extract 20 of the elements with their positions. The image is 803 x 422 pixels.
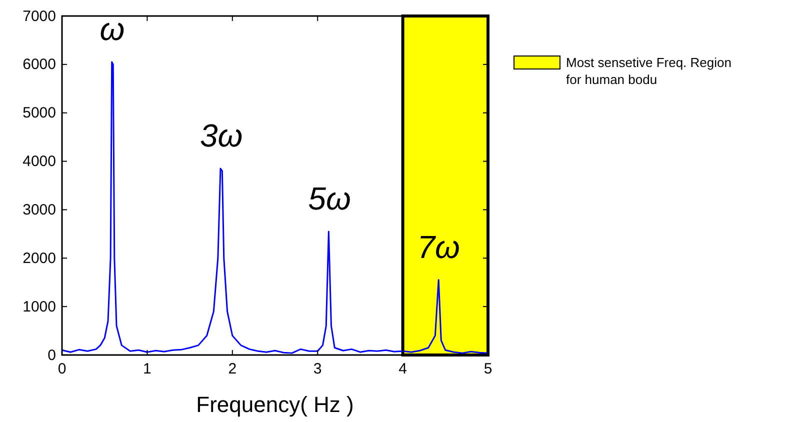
band-label: Most sensetive Freq. Region for human bodu — [566, 55, 732, 87]
y-tick-label: 5000 — [22, 104, 56, 122]
y-tick-label: 0 — [48, 346, 56, 364]
x-tick-label: 1 — [143, 360, 152, 378]
line-series — [61, 61, 489, 354]
y-tick-label: 7000 — [22, 8, 56, 25]
x-tick-label: 5 — [484, 360, 492, 378]
y-tick-label: 2000 — [22, 250, 56, 267]
annotation: ω — [100, 11, 125, 48]
annotation: 5ω — [308, 180, 351, 217]
x-axis-title: Frequency( Hz ) — [196, 392, 354, 417]
annotation: 3ω — [200, 118, 243, 154]
x-tick-label: 2 — [228, 360, 237, 378]
y-tick-label: 3000 — [22, 202, 56, 219]
annotation: 7ω — [417, 228, 460, 265]
y-tick-label: 1000 — [22, 298, 56, 316]
x-tick-label: 4 — [398, 360, 407, 378]
y-tick-label: 4000 — [22, 153, 56, 170]
x-tick-label: 3 — [313, 360, 322, 378]
y-tick-label: 6000 — [22, 56, 56, 74]
